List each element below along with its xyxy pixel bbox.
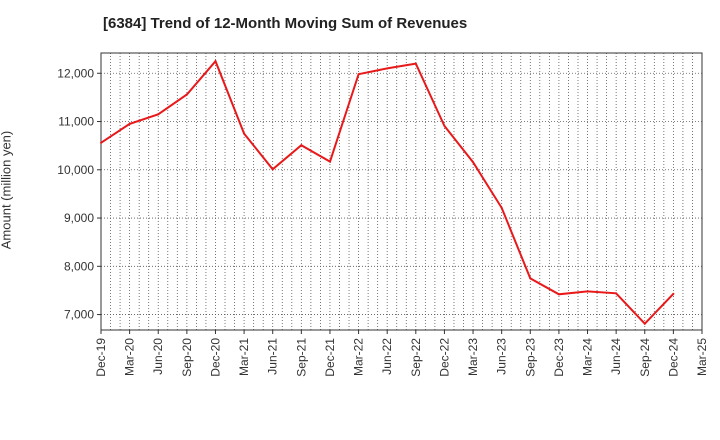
data-point [672,292,675,295]
x-tick-label: Sep-23 [523,338,537,377]
x-tick-label: Dec-22 [437,338,451,377]
data-point [128,122,131,125]
axis-layer [97,52,703,334]
x-tick-label: Sep-22 [409,338,423,377]
y-tick-label: 12,000 [57,66,94,80]
x-tick-label: Dec-23 [552,338,566,377]
data-point [586,290,589,293]
x-tick-label: Sep-21 [294,338,308,377]
data-point [472,161,475,164]
data-point [157,113,160,116]
x-tick-label: Sep-24 [638,338,652,377]
data-point [615,292,618,295]
data-point [328,160,331,163]
data-point [243,132,246,135]
series-layer [100,59,675,326]
x-tick-label: Mar-21 [237,338,251,376]
x-tick-label: Jun-24 [609,338,623,375]
plot-frame [100,52,703,331]
x-tick-label: Mar-20 [123,338,137,376]
y-tick-label: 9,000 [64,211,94,225]
chart-title: [6384] Trend of 12-Month Moving Sum of R… [103,15,468,32]
data-point [557,293,560,296]
x-tick-label: Mar-24 [581,338,595,376]
x-tick-label: Mar-25 [695,338,709,376]
data-point [500,206,503,209]
label-layer: 7,000 8,000 9,000 10,000 11,000 12,000 Dec-19 M… [57,66,709,376]
data-point [185,93,188,96]
x-tick-label: Mar-22 [352,338,366,376]
x-tick-label: Dec-20 [208,338,222,377]
data-point [443,124,446,127]
data-point [100,141,102,144]
x-tick-label: Mar-23 [466,338,480,376]
data-point [414,62,417,65]
y-tick-label: 7,000 [64,308,94,322]
grid-layer [101,53,702,330]
x-tick-label: Dec-21 [323,338,337,377]
x-tick-label: Jun-22 [380,338,394,375]
data-point [386,67,389,70]
x-tick-label: Dec-24 [666,338,680,377]
data-point [357,73,360,76]
data-point [529,277,532,280]
x-tick-label: Jun-21 [266,338,280,375]
y-tick-label: 11,000 [58,115,94,129]
x-tick-label: Dec-19 [94,338,108,377]
y-tick-label: 10,000 [57,163,94,177]
x-tick-label: Jun-23 [495,338,509,375]
x-tick-label: Sep-20 [180,338,194,377]
data-point [643,322,646,325]
y-tick-label: 8,000 [64,259,94,273]
data-point [271,168,274,171]
x-tick-label: Jun-20 [151,338,165,375]
data-point [214,60,217,63]
data-point [300,144,303,147]
